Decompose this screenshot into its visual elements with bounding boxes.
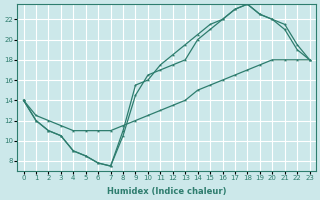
- X-axis label: Humidex (Indice chaleur): Humidex (Indice chaleur): [107, 187, 226, 196]
